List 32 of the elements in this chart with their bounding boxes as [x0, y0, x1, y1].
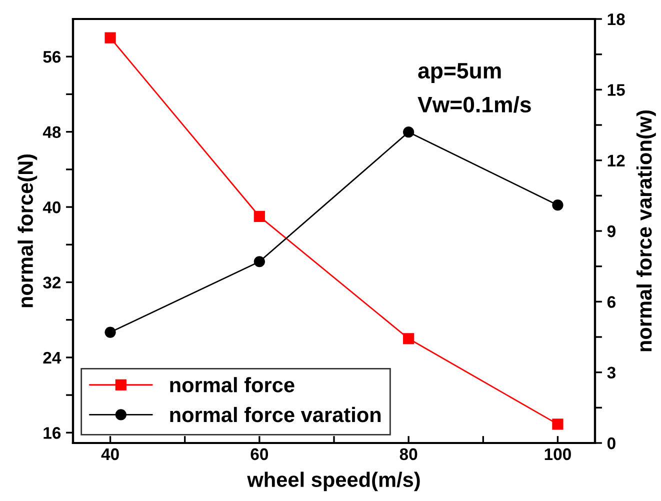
point: [552, 200, 564, 211]
point: [403, 333, 414, 344]
legend-label: normal force varation: [170, 406, 381, 422]
x-tick-label: 100: [544, 448, 571, 460]
x-tick-label: 60: [250, 448, 268, 460]
annotation: ap=5um: [418, 63, 501, 83]
y2-axis-title: normal force varation(w): [636, 110, 656, 352]
y-tick-label: 16: [44, 427, 61, 439]
y2-tick-label: 12: [608, 154, 625, 166]
y-axis-title: normal force(N): [18, 154, 38, 308]
point: [552, 418, 564, 430]
y-tick-label: 56: [43, 51, 61, 63]
y-tick-label: 32: [43, 276, 61, 288]
y-tick-label: 48: [42, 126, 61, 138]
point: [104, 32, 116, 44]
y2-tick-label: 6: [607, 296, 616, 308]
y-tick-label: 24: [43, 352, 62, 364]
x-axis-title: wheel speed(m/s): [247, 472, 420, 492]
y2-tick-label: 0: [607, 437, 616, 450]
x-tick-label: 80: [400, 448, 418, 460]
y2-tick-label: 18: [608, 13, 625, 26]
y2-tick-label: 3: [607, 366, 616, 379]
point: [104, 326, 116, 338]
point: [254, 210, 265, 222]
annotation: Vw=0.1m/s: [418, 96, 531, 113]
x-tick-label: 40: [101, 448, 119, 460]
y-tick-label: 40: [42, 201, 61, 214]
point: [254, 256, 265, 268]
legend-label: normal force: [170, 377, 294, 392]
y2-tick-label: 9: [607, 225, 616, 238]
y2-tick-label: 15: [608, 84, 625, 96]
point: [403, 126, 414, 138]
